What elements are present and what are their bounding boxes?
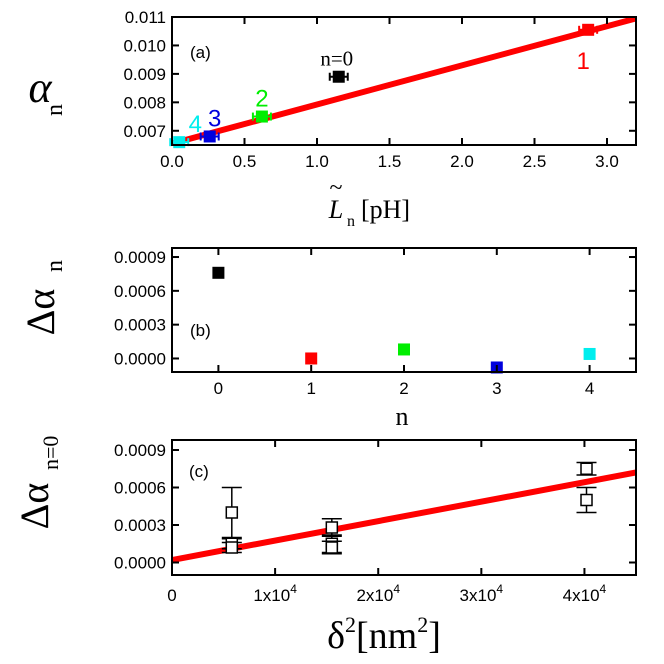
x-tick-label: 0.0: [160, 152, 184, 171]
data-point: [225, 506, 239, 519]
x-tick-label: 4x104: [563, 582, 607, 605]
x-tick-label: 1.0: [305, 152, 329, 171]
x-tick-label: 0.5: [233, 152, 257, 171]
data-point: [325, 541, 339, 554]
y-axis-label-main: α: [28, 63, 52, 112]
y-tick-label: 0.009: [123, 65, 166, 84]
point-label: 3: [208, 105, 221, 132]
x-tick-label: 2.0: [450, 152, 474, 171]
y-tick-label: 0.010: [123, 36, 166, 55]
panel-label: (b): [190, 321, 211, 340]
x-tick-label: 2: [399, 379, 408, 398]
data-point: [225, 541, 239, 554]
point-label: n=0: [320, 47, 353, 71]
x-tick-label: 2.5: [523, 152, 547, 171]
point-label: 4: [189, 111, 202, 138]
y-tick-label: 0.0009: [114, 248, 166, 267]
y-axis-label-sub: n: [42, 104, 68, 116]
data-point: [203, 130, 216, 143]
data-point: [580, 493, 593, 507]
x-tick-label: 4: [585, 379, 594, 398]
y-tick-label: 0.0000: [114, 349, 166, 368]
y-tick-label: 0.007: [123, 122, 166, 141]
x-tick-label: 1: [306, 379, 315, 398]
panel-c: 0 1x104 2x104 3x104 4x104 0.0000 0.0003 0.0006 0…: [12, 436, 637, 657]
data-point: [325, 521, 339, 534]
data-point: [583, 347, 596, 360]
data-point: [332, 70, 345, 83]
data-point: [580, 462, 593, 475]
y-tick-label: 0.0000: [114, 554, 166, 573]
y-tick-label: 0.0006: [114, 282, 166, 301]
y-tick-label: 0.0009: [114, 441, 166, 460]
x-tick-label: 1.5: [378, 152, 402, 171]
point-label: 1: [576, 48, 589, 75]
y-tick-label: 0.008: [123, 93, 166, 112]
x-axis-label-tilde: ~: [330, 175, 343, 201]
y-axis-label-main: Δα: [12, 483, 57, 530]
panel-b: 0 1 2 3 4 0.0000 0.0003 0.0006 0.0009 (b) n Δα n: [18, 247, 637, 431]
x-tick-label: 1x104: [253, 582, 297, 605]
x-axis-label-sub: n: [347, 213, 355, 230]
y-tick-label: 0.0003: [114, 516, 166, 535]
fit-line: [172, 469, 636, 563]
x-axis-label: n: [396, 402, 409, 431]
data-point: [582, 23, 595, 36]
data-point: [212, 266, 225, 279]
y-tick-label: 0.011: [125, 8, 166, 27]
y-axis-label-main: Δα: [18, 289, 63, 336]
y-tick-label: 0.0006: [114, 479, 166, 498]
panel-c-frame: [171, 439, 637, 576]
data-point: [305, 352, 318, 365]
x-axis-label-unit: [pH]: [361, 195, 410, 224]
panel-label: (a): [190, 43, 211, 62]
data-point: [398, 343, 410, 356]
panel-label: (c): [189, 462, 209, 481]
data-point: [173, 136, 186, 149]
panel-a-frame: [171, 16, 637, 146]
y-axis-label-sub: n=0: [38, 436, 63, 470]
x-tick-label: 3.0: [595, 152, 619, 171]
y-tick-label: 0.0003: [114, 316, 166, 335]
x-tick-label: 3: [492, 379, 501, 398]
x-tick-label: 0: [167, 586, 176, 605]
x-tick-label: 0: [214, 379, 223, 398]
data-point: [255, 110, 268, 123]
x-axis-label-main: L: [328, 195, 343, 224]
fit-line: [172, 17, 636, 145]
x-tick-label: 3x104: [460, 582, 504, 605]
x-tick-label: 2x104: [356, 582, 400, 605]
y-axis-label-sub: n: [42, 260, 68, 272]
panel-a: n=0 1 2 34 0.0 0.5 1.0 1.5 2.0 2.5 3.0 0.007 0.008 0.…: [28, 8, 637, 230]
point-label: 2: [255, 86, 268, 113]
x-axis-label: δ2[nm2]: [327, 612, 441, 657]
